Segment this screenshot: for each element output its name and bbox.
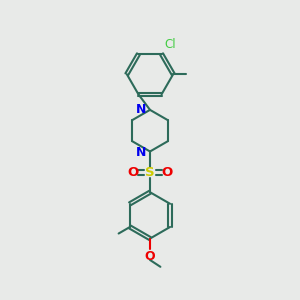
Text: Cl: Cl (164, 38, 176, 51)
Text: S: S (145, 166, 155, 179)
Text: N: N (136, 103, 146, 116)
Text: O: O (145, 250, 155, 262)
Text: O: O (162, 166, 173, 179)
Text: O: O (127, 166, 138, 179)
Text: N: N (136, 146, 146, 159)
